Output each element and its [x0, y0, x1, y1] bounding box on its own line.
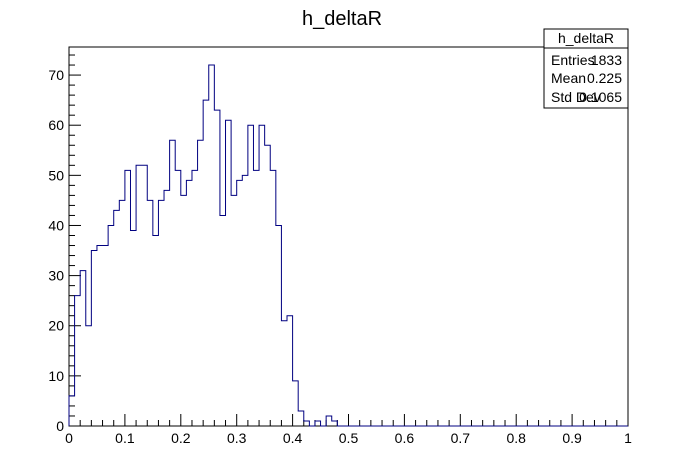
x-tick-label: 0.8	[506, 430, 526, 446]
y-tick-label: 60	[48, 117, 64, 133]
stats-stddev-label: Std Dev	[551, 89, 601, 105]
y-tick-label: 40	[48, 217, 64, 233]
stats-mean-label: Mean	[551, 70, 586, 86]
x-tick-label: 0.5	[339, 430, 359, 446]
axes: 0 0.1 0.2 0.3 0.4 0.5 0.6 0.7 0.8 0.9 101020304050…	[48, 54, 632, 446]
stats-box: h_deltaR Entries 1833 Mean 0.225 Std Dev…	[543, 28, 629, 109]
x-tick-label: 0.3	[227, 430, 247, 446]
stats-entries-label: Entries	[551, 52, 595, 68]
stats-title: h_deltaR	[558, 30, 614, 46]
x-tick-label: 1	[624, 430, 632, 446]
x-tick-label: 0.1	[115, 430, 135, 446]
stats-box-frame	[543, 28, 629, 109]
x-tick-label: 0.6	[395, 430, 415, 446]
x-tick-label: 0.9	[562, 430, 582, 446]
stats-stddev-value: 0.1065	[579, 89, 622, 105]
chart-title: h_deltaR	[302, 8, 382, 30]
y-tick-label: 30	[48, 268, 64, 284]
x-tick-label: 0.4	[283, 430, 303, 446]
histogram-line	[68, 64, 628, 427]
y-tick-label: 10	[48, 368, 64, 384]
stats-entries-value: 1833	[591, 52, 622, 68]
x-tick-label: 0.7	[451, 430, 471, 446]
y-tick-label: 70	[48, 67, 64, 83]
y-tick-label: 20	[48, 318, 64, 334]
x-tick-label: 0.2	[171, 430, 191, 446]
x-tick-label: 0	[65, 430, 73, 446]
y-tick-label: 0	[56, 418, 64, 434]
stats-mean-value: 0.225	[587, 70, 622, 86]
y-tick-label: 50	[48, 167, 64, 183]
